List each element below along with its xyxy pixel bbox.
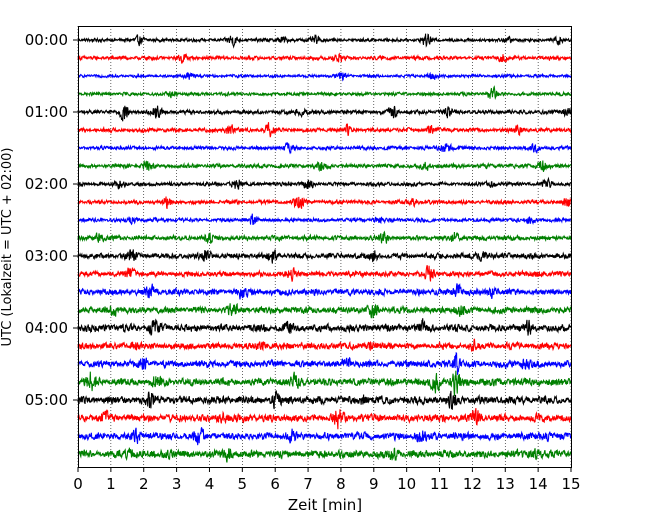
y-axis-label: UTC (Lokalzeit = UTC + 02:00): [0, 148, 15, 347]
trace-0130: [77, 142, 572, 155]
x-tick-label: 3: [172, 475, 182, 493]
x-tick-label: 1: [106, 475, 116, 493]
x-tick-label: 13: [496, 475, 515, 493]
x-tick-label: 5: [238, 475, 248, 493]
trace-0100: [77, 105, 572, 122]
trace-0515: [77, 408, 572, 430]
y-tick-label: 04:00: [25, 319, 68, 337]
trace-0530: [77, 427, 572, 446]
y-tick-label: 02:00: [25, 175, 68, 193]
trace-0430: [77, 351, 572, 375]
traces: [77, 33, 572, 463]
x-axis-label: Zeit [min]: [288, 496, 362, 514]
x-tick-label: 14: [529, 475, 548, 493]
x-tick-label: 9: [369, 475, 379, 493]
trace-0545: [77, 447, 572, 463]
x-tick-label: 6: [270, 475, 280, 493]
x-tick-label: 11: [430, 475, 449, 493]
trace-0500: [77, 390, 572, 410]
trace-0345: [77, 302, 572, 319]
trace-0330: [77, 283, 572, 300]
trace-0115: [77, 122, 572, 138]
x-tick-label: 2: [139, 475, 149, 493]
trace-0300: [77, 249, 572, 264]
x-tick-label: 12: [463, 475, 482, 493]
trace-0045: [77, 85, 572, 100]
y-tick-label: 05:00: [25, 391, 68, 409]
trace-0015: [77, 52, 572, 64]
trace-0400: [77, 318, 572, 337]
trace-0230: [77, 213, 572, 226]
trace-0315: [77, 265, 572, 282]
y-tick-label: 03:00: [25, 247, 68, 265]
y-tick-label: 01:00: [25, 103, 68, 121]
trace-0145: [77, 159, 572, 173]
y-axis-ticks: 00:00 01:00 02:00 03:00 04:00 05:00: [25, 31, 78, 409]
x-axis-ticks: 0 1 2 3 4 5 6 7 8 9 10 11 12 13 14 15: [73, 467, 581, 493]
trace-0200: [77, 176, 572, 190]
x-tick-label: 8: [336, 475, 346, 493]
trace-0215: [77, 196, 572, 210]
trace-0445: [77, 370, 572, 397]
y-tick-label: 00:00: [25, 31, 68, 49]
plot-frame: [78, 26, 572, 468]
trace-0000: [77, 33, 572, 49]
x-tick-label: 10: [397, 475, 416, 493]
x-tick-label: 7: [303, 475, 313, 493]
x-tick-label: 4: [205, 475, 215, 493]
trace-0245: [77, 230, 572, 245]
trace-0030: [77, 71, 572, 82]
x-tick-label: 0: [73, 475, 83, 493]
x-tick-label: 15: [561, 475, 580, 493]
trace-0415: [77, 338, 572, 352]
